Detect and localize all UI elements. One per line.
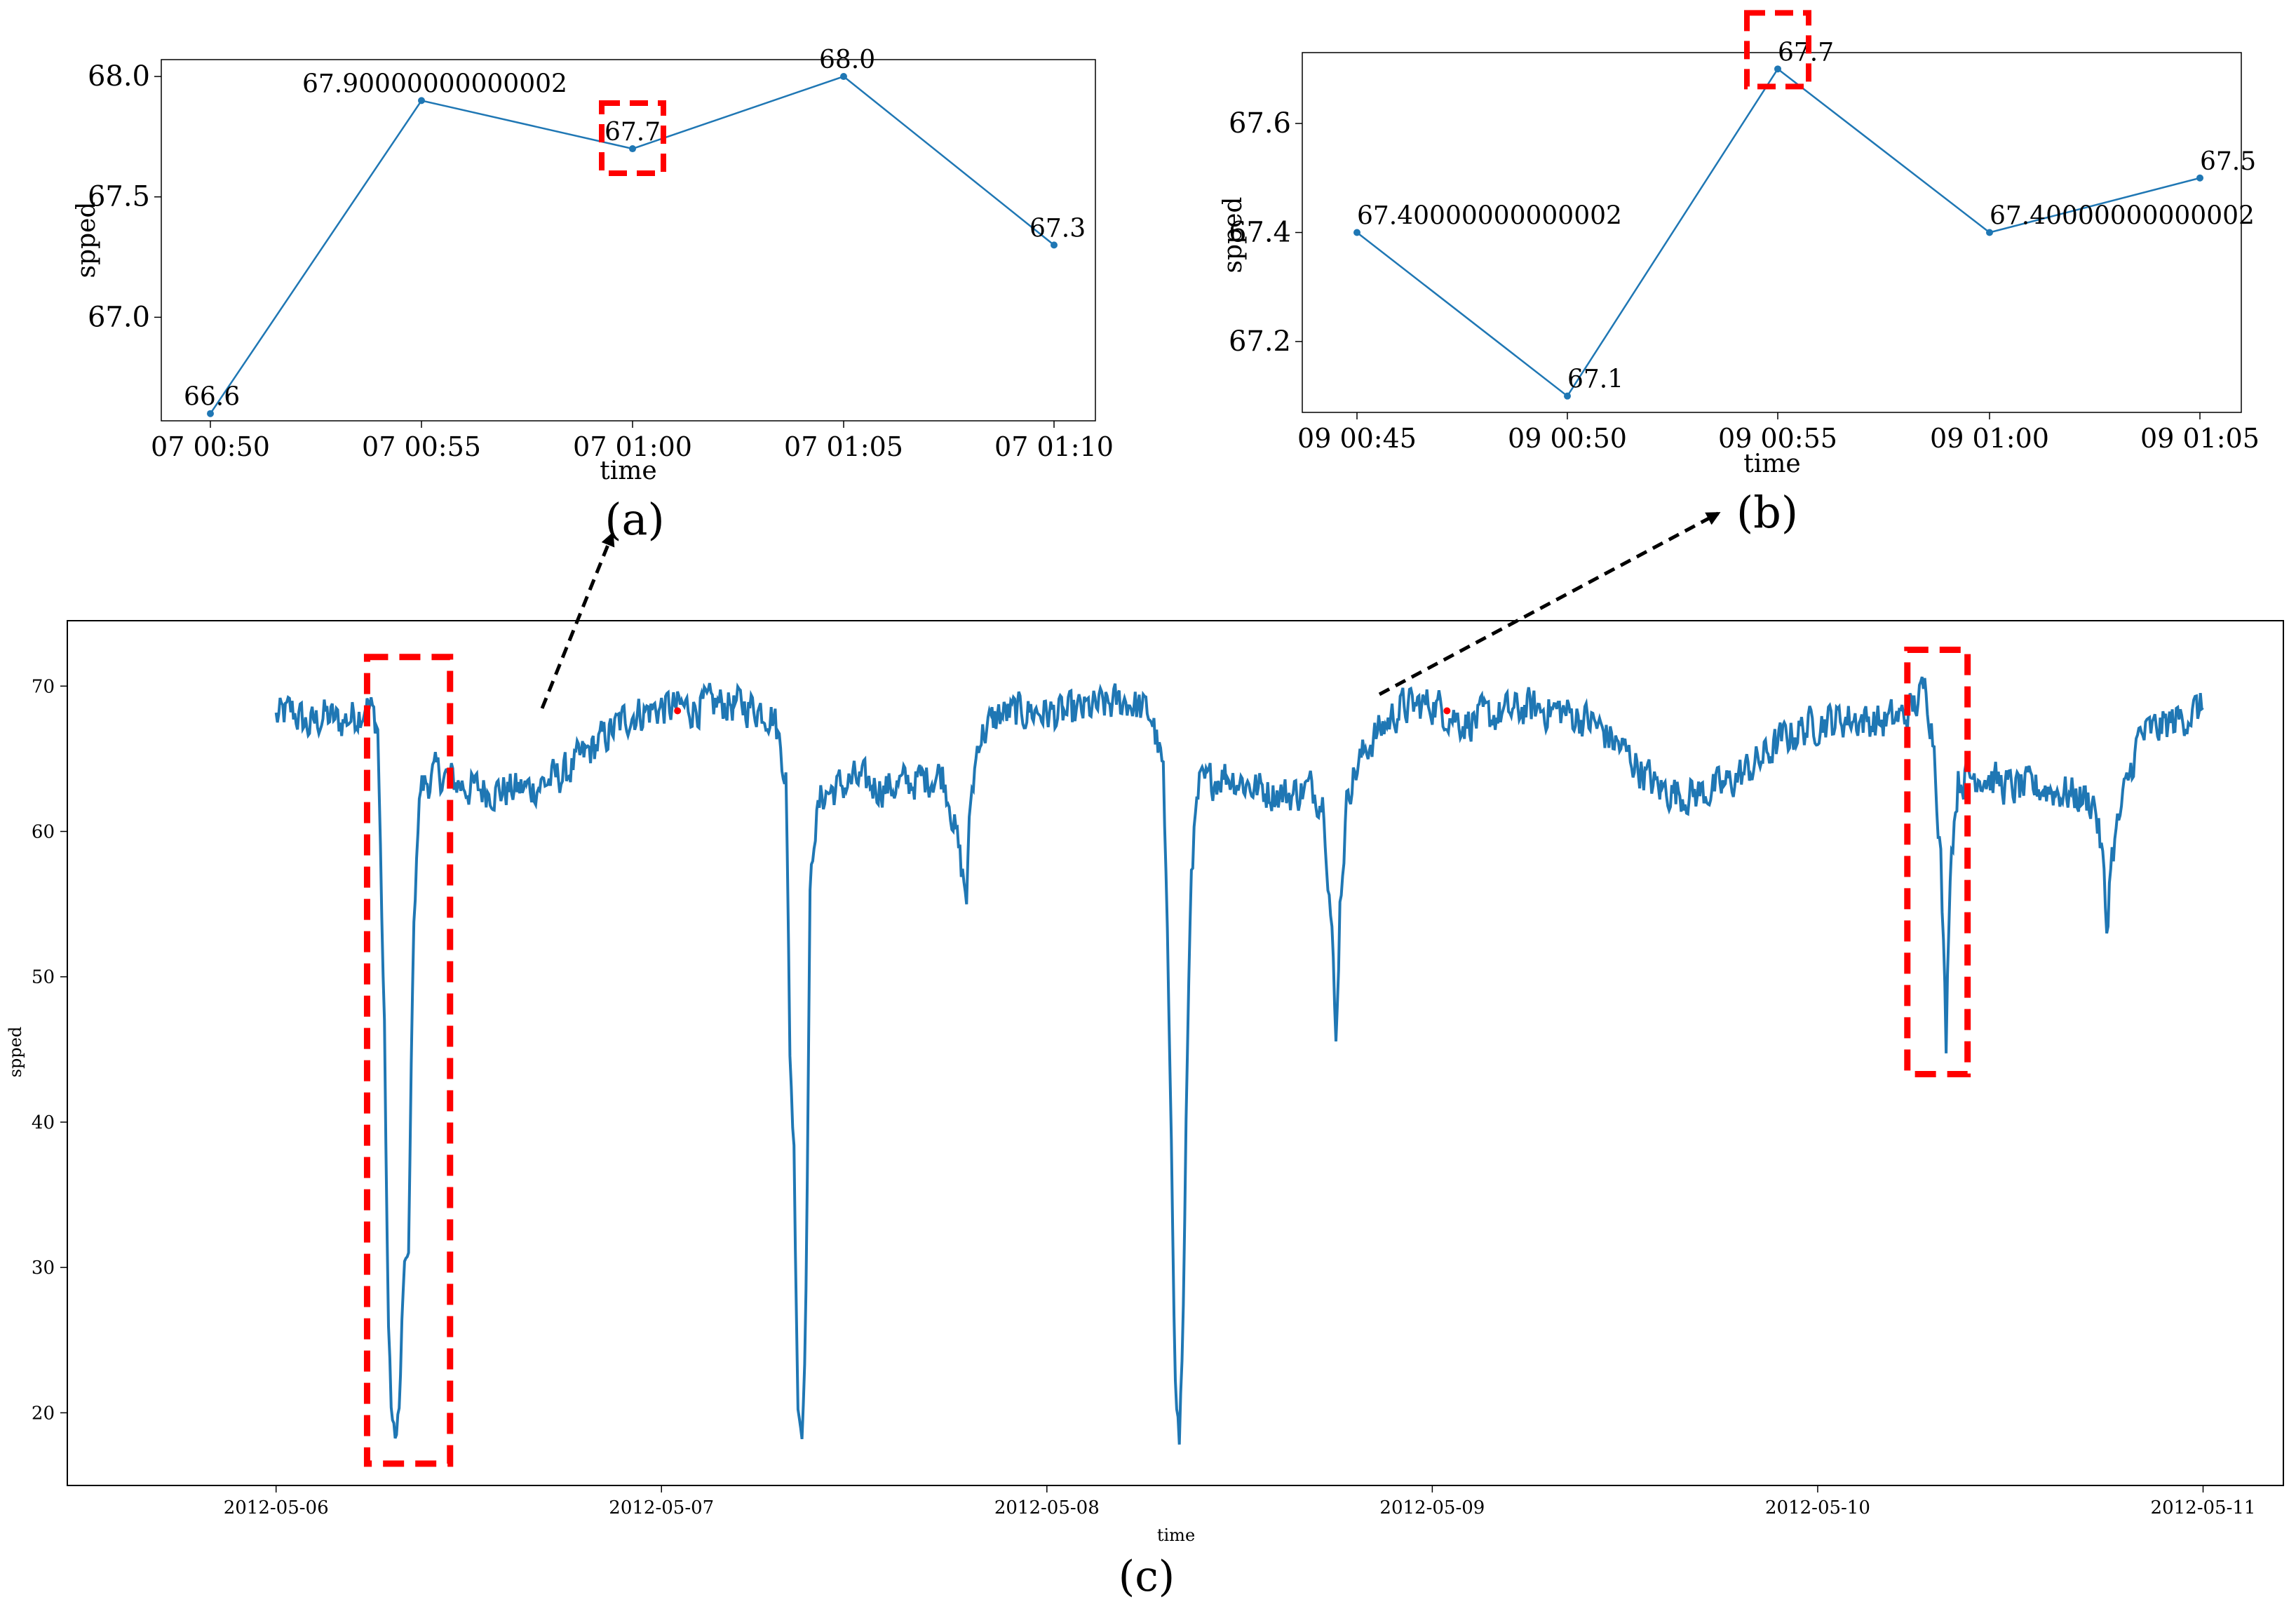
x-tick-label: 2012-05-10 [1765,1497,1870,1518]
x-tick-label: 07 01:05 [784,431,903,462]
highlight-region [363,654,454,1467]
y-tick-label: 20 [32,1403,55,1424]
data-points [207,73,1058,417]
data-label: 68.0 [819,46,875,74]
y-tick-label: 67.6 [1229,107,1291,140]
chart-panel-c: spped time (c) 20 30 40 50 60 70 2012-05-06 201… [6,620,2284,1601]
panel-label-c: (c) [1119,1552,1175,1601]
data-label: 67.90000000000002 [302,69,567,98]
x-tick-label: 09 00:50 [1508,423,1627,454]
x-tick-label: 2012-05-08 [994,1497,1100,1518]
highlight-region [1904,646,1971,1078]
data-point [1564,392,1571,400]
data-point [1986,229,1993,236]
y-tick-label: 67.2 [1229,325,1291,358]
x-tick-label: 07 01:00 [573,431,692,462]
data-label: 67.40000000000002 [1357,202,1622,231]
panel-label-a: (a) [605,494,664,545]
plot-frame [161,59,1096,422]
highlight-markers [674,707,1451,715]
x-tick-label: 09 01:05 [2140,423,2260,454]
y-tick-label: 67.5 [88,181,150,213]
x-axis-title: time [600,457,656,485]
data-point [1353,229,1360,236]
zoom-arrow-b [1378,511,1721,696]
y-tick-label: 30 [32,1258,55,1279]
y-tick-label: 67.0 [88,301,150,333]
data-point [629,145,636,153]
panel-label-b: (b) [1736,487,1798,538]
x-tick-label: 2012-05-07 [609,1497,714,1518]
x-tick-label: 07 00:55 [362,431,481,462]
data-label: 67.1 [1567,365,1623,394]
x-tick-label: 09 00:45 [1297,423,1417,454]
x-tick-label: 2012-05-06 [224,1497,329,1518]
plot-frame [67,620,2284,1486]
highlight-regions [363,646,1971,1467]
data-point [1774,65,1781,73]
x-tick-label: 07 01:10 [994,431,1114,462]
data-point [2196,174,2203,182]
series-line [1356,67,2201,398]
x-tick-label: 2012-05-09 [1379,1497,1485,1518]
axis-ticks: 67.2 67.4 67.6 09 00:45 09 00:50 09 00:55 09 0… [1229,107,2260,454]
series-line [274,676,2204,1445]
chart-panel-b: spped time (b) 67.2 67.4 67.6 09 00:45 09 00… [1219,10,2260,538]
axis-ticks: 20 30 40 50 60 70 2012-05-06 2012-05-07 2012-05-… [32,676,2256,1518]
y-tick-label: 40 [32,1112,55,1133]
axis-ticks: 67.0 67.5 68.0 07 00:50 07 00:55 07 01:00 07 0… [88,60,1114,462]
x-tick-label: 2012-05-11 [2151,1497,2256,1518]
zoom-arrow-a [540,532,615,709]
x-tick-label: 07 00:50 [151,431,270,462]
y-tick-label: 68.0 [88,60,150,93]
x-tick-label: 09 01:00 [1930,423,2049,454]
y-tick-label: 60 [32,821,55,842]
chart-panel-a: spped time (a) 67.0 67.5 68.0 07 00:50 07 00… [72,46,1114,545]
data-point [207,410,214,417]
red-marker [1443,707,1451,715]
y-axis-title: spped [1219,197,1248,274]
data-label: 67.5 [2200,147,2256,176]
data-point [418,97,425,105]
plot-frame [1302,52,2242,413]
x-tick-label: 09 00:55 [1718,423,1837,454]
data-labels: 67.4000000000000267.167.767.400000000000… [1357,38,2256,393]
y-axis-title: spped [6,1027,25,1078]
data-label: 67.40000000000002 [1990,202,2255,231]
data-points [1353,65,2203,400]
highlight-box [599,100,666,177]
data-label: 66.6 [184,383,240,412]
data-point [1051,241,1058,249]
highlight-box [1744,10,1811,90]
y-tick-label: 50 [32,967,55,988]
x-axis-title: time [1743,450,1800,478]
x-axis-title: time [1157,1525,1195,1545]
y-axis-title: spped [72,202,101,278]
data-point [840,73,847,81]
data-label: 67.7 [605,118,661,147]
data-label: 67.3 [1029,214,1086,243]
y-tick-label: 70 [32,676,55,697]
red-marker [674,707,682,715]
y-tick-label: 67.4 [1229,217,1291,249]
data-labels: 66.6 67.90000000000002 67.7 68.0 67.3 [184,46,1086,412]
